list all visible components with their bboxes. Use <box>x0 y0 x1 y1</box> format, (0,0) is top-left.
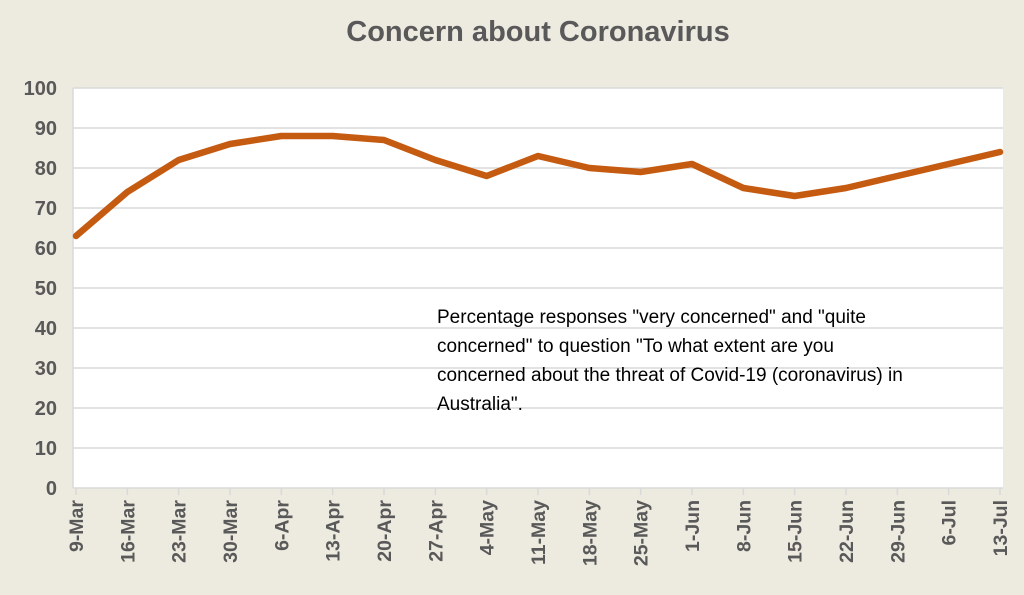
x-axis-label: 22-Jun <box>836 500 858 563</box>
x-axis-labels: 9-Mar 16-Mar 23-Mar 30-Mar 6-Apr 13-Apr 20-Apr… <box>66 500 1012 567</box>
x-axis-label: 27-Apr <box>425 500 447 562</box>
x-axis-label: 23-Mar <box>169 500 191 563</box>
y-axis-label: 80 <box>35 158 57 180</box>
x-axis-ticks <box>75 488 1001 495</box>
y-axis-label: 70 <box>35 198 57 220</box>
y-axis-label: 30 <box>35 358 57 380</box>
x-axis-label: 13-Jul <box>990 500 1012 556</box>
y-axis-label: 50 <box>35 278 57 300</box>
annotation-line: Australia". <box>437 394 523 415</box>
y-axis-label: 10 <box>35 438 57 460</box>
x-axis-label: 20-Apr <box>374 500 396 562</box>
x-axis-label: 25-May <box>631 500 653 566</box>
y-axis-label: 60 <box>35 238 57 260</box>
x-axis-label: 4-May <box>477 500 499 555</box>
chart-title: Concern about Coronavirus <box>346 16 730 48</box>
x-axis-label: 16-Mar <box>117 500 139 563</box>
x-axis-label: 13-Apr <box>323 500 345 562</box>
annotation-line: concerned about the threat of Covid-19 (… <box>437 365 903 386</box>
y-axis-label: 0 <box>46 478 57 500</box>
annotation: Percentage responses "very concerned" an… <box>437 303 997 419</box>
y-axis-labels: 0 10 20 30 40 50 60 70 80 90 100 <box>24 78 57 500</box>
x-axis-label: 9-Mar <box>66 500 88 552</box>
x-axis-label: 29-Jun <box>887 500 909 563</box>
y-axis-label: 90 <box>35 118 57 140</box>
x-axis-label: 11-May <box>528 500 550 565</box>
x-axis-label: 18-May <box>579 500 601 566</box>
y-axis-label: 100 <box>24 78 57 100</box>
y-axis-label: 40 <box>35 318 57 340</box>
gridlines <box>73 87 1003 489</box>
x-axis-label: 1-Jun <box>682 500 704 552</box>
x-axis-label: 8-Jun <box>733 500 755 552</box>
x-axis-label: 30-Mar <box>220 500 242 563</box>
annotation-line: Percentage responses "very concerned" an… <box>437 307 866 328</box>
x-axis-label: 6-Jul <box>939 500 961 546</box>
x-axis-label: 15-Jun <box>785 500 807 563</box>
annotation-line: concerned" to question "To what extent a… <box>437 336 834 357</box>
x-axis-label: 6-Apr <box>271 500 293 551</box>
y-axis-label: 20 <box>35 398 57 420</box>
concern-series-line <box>72 132 1004 240</box>
